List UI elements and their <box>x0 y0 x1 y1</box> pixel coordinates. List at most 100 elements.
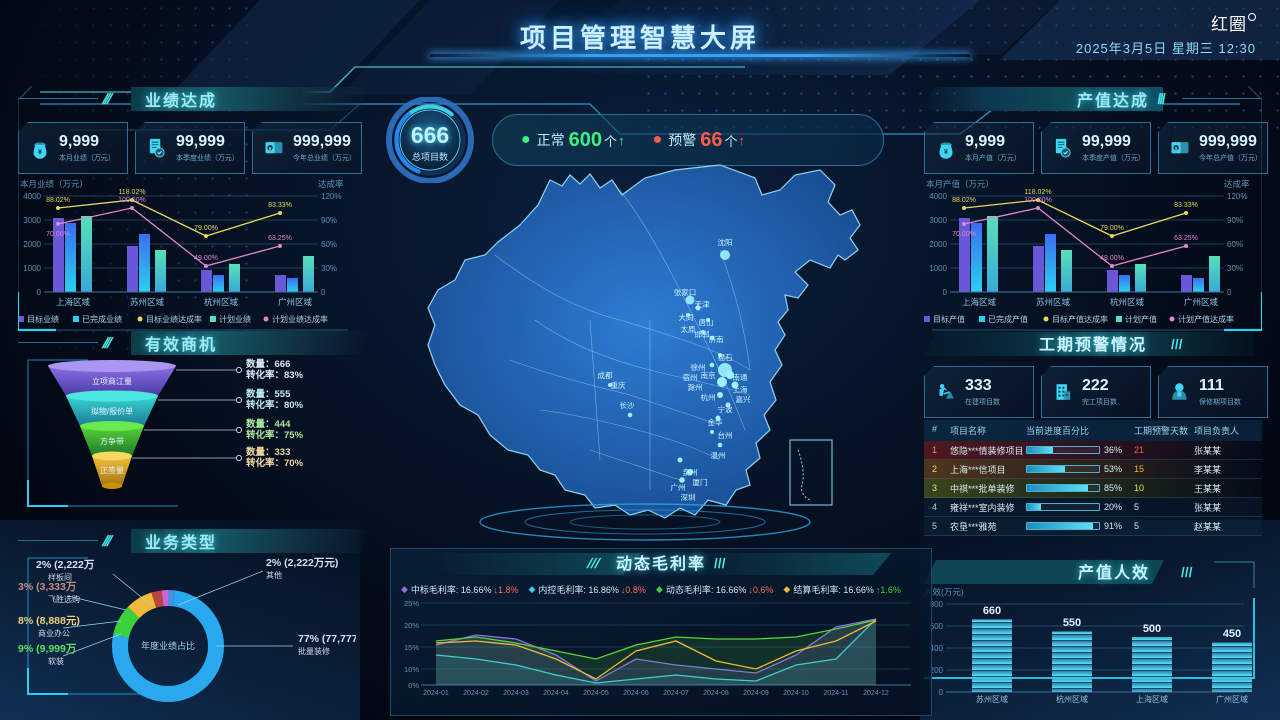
svg-text:转化率：80%: 转化率：80% <box>246 399 304 411</box>
svg-text:批量装修: 批量装修 <box>298 646 330 656</box>
svg-text:台州: 台州 <box>718 430 733 440</box>
svg-text:63.25%: 63.25% <box>268 235 292 242</box>
svg-text:泉州: 泉州 <box>683 467 698 477</box>
svg-text:8% (8,888元): 8% (8,888元) <box>18 615 80 627</box>
svg-text:2024-10: 2024-10 <box>783 690 809 697</box>
svg-text:年度业绩占比: 年度业绩占比 <box>141 640 195 651</box>
svg-text:动态毛利率: 动态毛利率 <box>616 554 706 573</box>
svg-text:唐山: 唐山 <box>699 317 714 327</box>
svg-text:计划业绩达成率: 计划业绩达成率 <box>272 314 328 324</box>
svg-text:上海区域: 上海区域 <box>56 297 91 307</box>
svg-text:商业办公: 商业办公 <box>38 628 70 638</box>
svg-text:上海: 上海 <box>733 384 748 394</box>
svg-text:广州: 广州 <box>671 482 686 492</box>
svg-text:2024-03: 2024-03 <box>503 690 529 697</box>
svg-text:数量：444: 数量：444 <box>245 418 291 430</box>
svg-text:2000: 2000 <box>23 240 41 249</box>
svg-text:计划业绩: 计划业绩 <box>219 314 251 324</box>
svg-text:0%: 0% <box>408 681 419 690</box>
svg-text:滁州: 滁州 <box>688 382 703 392</box>
svg-text:杭州区域: 杭州区域 <box>204 297 239 307</box>
svg-text:2024-05: 2024-05 <box>583 690 609 697</box>
svg-text:杭州: 杭州 <box>701 392 716 402</box>
svg-text:63.25%: 63.25% <box>1174 235 1198 242</box>
svg-text:宁波: 宁波 <box>718 404 733 414</box>
svg-text:118.02%: 118.02% <box>1024 189 1051 196</box>
svg-text:深圳: 深圳 <box>681 492 696 502</box>
svg-text:上海区域: 上海区域 <box>1136 694 1168 704</box>
svg-text:天津: 天津 <box>695 300 710 309</box>
svg-text:2024-07: 2024-07 <box>663 690 689 697</box>
svg-text:2024-12: 2024-12 <box>863 690 889 697</box>
svg-text:正签量: 正签量 <box>100 465 124 475</box>
svg-text:济南: 济南 <box>709 334 724 344</box>
svg-text:杭州区域: 杭州区域 <box>1110 297 1145 307</box>
svg-text:20%: 20% <box>404 621 419 630</box>
svg-text:70.00%: 70.00% <box>46 231 70 238</box>
svg-text:广州区域: 广州区域 <box>278 297 313 307</box>
svg-text:数量：555: 数量：555 <box>245 388 291 400</box>
svg-text:目标产值达成率: 目标产值达成率 <box>1052 314 1108 324</box>
svg-text:转化率：70%: 转化率：70% <box>246 457 304 469</box>
svg-text:转化率：83%: 转化率：83% <box>246 369 304 381</box>
svg-text:南通: 南通 <box>733 372 748 382</box>
svg-text:0: 0 <box>943 288 948 297</box>
svg-text:¥: ¥ <box>38 148 42 156</box>
svg-text:\\\: \\\ <box>1178 565 1195 580</box>
svg-text:目标业绩: 目标业绩 <box>27 314 59 324</box>
svg-text:达成率: 达成率 <box>1224 179 1250 189</box>
svg-text:83.33%: 83.33% <box>1174 202 1198 209</box>
svg-text:500: 500 <box>1143 623 1161 635</box>
svg-text:2000: 2000 <box>929 240 947 249</box>
svg-text:77% (77,777万元): 77% (77,777万元) <box>298 633 356 645</box>
svg-text:2024-01: 2024-01 <box>423 690 449 697</box>
svg-text:金华: 金华 <box>708 417 723 427</box>
svg-text:0: 0 <box>37 288 42 297</box>
svg-text:本月产值（万元）: 本月产值（万元） <box>926 179 994 189</box>
svg-text:30%: 30% <box>321 264 337 273</box>
svg-text:49.00%: 49.00% <box>1100 255 1124 262</box>
svg-text:120%: 120% <box>1227 192 1247 201</box>
svg-text:9% (9,999万: 9% (9,999万 <box>18 643 77 655</box>
svg-text:转化率：75%: 转化率：75% <box>246 429 304 441</box>
svg-text:成都: 成都 <box>598 370 613 380</box>
svg-text:1000: 1000 <box>23 264 41 273</box>
svg-text:60%: 60% <box>321 240 337 249</box>
svg-text:4000: 4000 <box>23 192 41 201</box>
svg-text:长沙: 长沙 <box>620 400 635 410</box>
svg-text:苏州区域: 苏州区域 <box>976 694 1008 704</box>
svg-text:计划产值: 计划产值 <box>1125 314 1157 324</box>
svg-text:666: 666 <box>411 122 449 148</box>
svg-text:100.00%: 100.00% <box>118 197 146 204</box>
svg-text:25%: 25% <box>404 599 419 608</box>
svg-text:2024-09: 2024-09 <box>743 690 769 697</box>
svg-text:550: 550 <box>1063 617 1081 629</box>
svg-text:上海区域: 上海区域 <box>962 297 997 307</box>
svg-text:2024-06: 2024-06 <box>623 690 649 697</box>
svg-text:0: 0 <box>1227 288 1232 297</box>
svg-text:30%: 30% <box>1227 264 1243 273</box>
svg-text:福石: 福石 <box>718 353 733 362</box>
svg-text:飞胜选购: 飞胜选购 <box>48 594 80 604</box>
svg-text:3000: 3000 <box>929 216 947 225</box>
svg-text:0: 0 <box>939 688 944 697</box>
svg-text:118.02%: 118.02% <box>118 189 145 196</box>
svg-text:本月业绩（万元）: 本月业绩（万元） <box>20 179 88 189</box>
svg-text:目标业绩达成率: 目标业绩达成率 <box>146 314 202 324</box>
svg-text:100.00%: 100.00% <box>1024 197 1052 204</box>
svg-text:4000: 4000 <box>929 192 947 201</box>
svg-text:张家口: 张家口 <box>674 287 697 297</box>
svg-text:10%: 10% <box>404 665 419 674</box>
svg-text:软装: 软装 <box>48 656 64 666</box>
svg-text:2024-04: 2024-04 <box>543 690 569 697</box>
svg-text:90%: 90% <box>1227 216 1243 225</box>
svg-text:49.00%: 49.00% <box>194 255 218 262</box>
svg-text:产值人效: 产值人效 <box>1078 563 1150 582</box>
svg-text:宿州: 宿州 <box>683 372 698 382</box>
svg-text:3000: 3000 <box>23 216 41 225</box>
svg-text:15%: 15% <box>404 643 419 652</box>
svg-text:厦门: 厦门 <box>693 478 708 487</box>
svg-text:重庆: 重庆 <box>611 380 626 390</box>
svg-text:杭州区域: 杭州区域 <box>1056 694 1088 704</box>
svg-text:3% (3,333万: 3% (3,333万 <box>18 581 77 593</box>
